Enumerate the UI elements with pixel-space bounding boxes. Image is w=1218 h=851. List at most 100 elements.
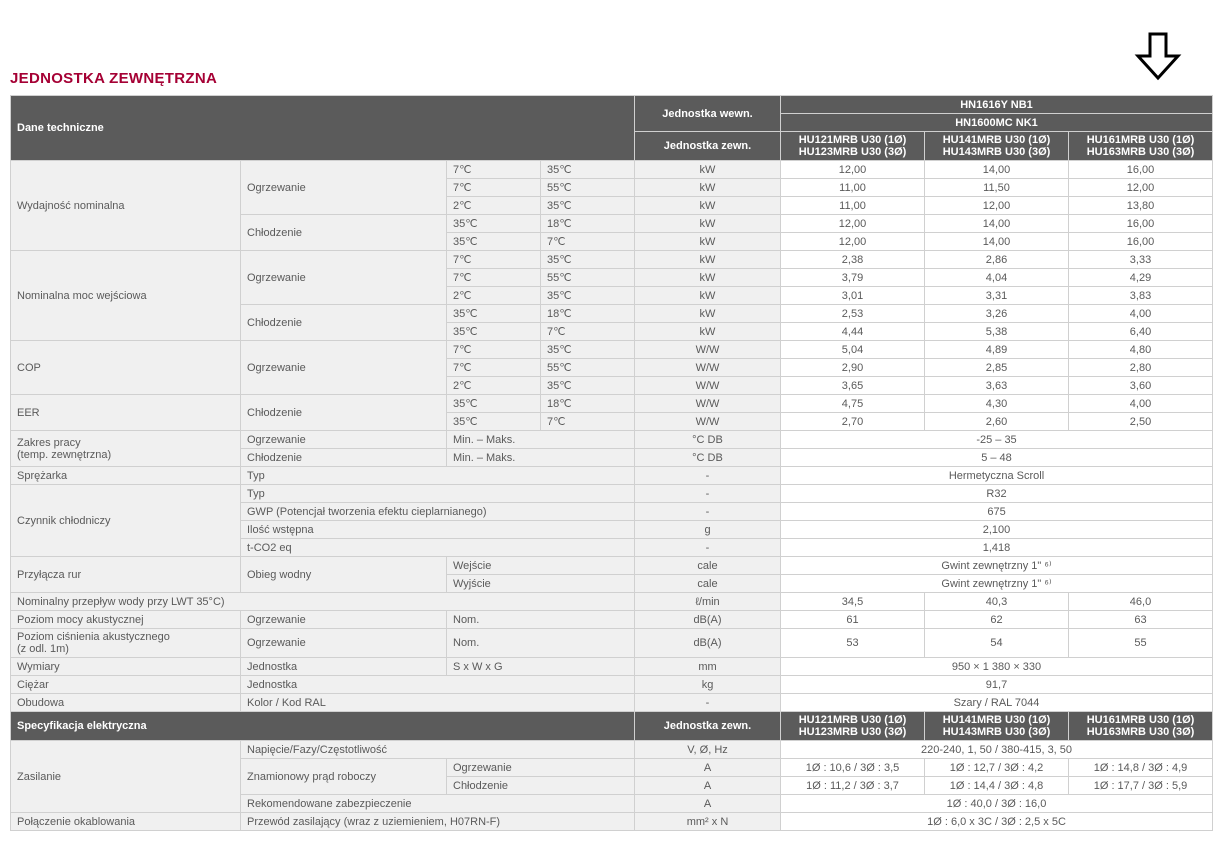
u: dB(A) (635, 611, 781, 629)
v: 53 (781, 629, 925, 658)
hdr-m1b2: HU123MRB U30 (3Ø) (799, 726, 907, 738)
v: 11,50 (925, 179, 1069, 197)
v: 4,80 (1069, 341, 1213, 359)
u: cale (635, 575, 781, 593)
hdr-m3b: HU163MRB U30 (3Ø) (1087, 146, 1195, 158)
lbl-wymiary: Wymiary (11, 658, 241, 676)
lbl-zakres: Zakres pracy(temp. zewnętrzna) (11, 431, 241, 467)
v: 46,0 (1069, 593, 1213, 611)
v: 63 (1069, 611, 1213, 629)
lbl-napiecie: Napięcie/Fazy/Częstotliwość (241, 741, 635, 759)
v: 5 – 48 (781, 449, 1213, 467)
u: kW (635, 269, 781, 287)
lbl-pca1: Poziom ciśnienia akustycznego (17, 631, 170, 643)
v: 3,01 (781, 287, 925, 305)
lbl-typ1: Typ (241, 467, 635, 485)
v: 1Ø : 17,7 / 3Ø : 5,9 (1069, 777, 1213, 795)
u: V, Ø, Hz (635, 741, 781, 759)
lbl-przewod: Przewód zasilający (wraz z uziemieniem, … (241, 813, 635, 831)
t: 35℃ (541, 341, 635, 359)
lbl-rekom: Rekomendowane zabezpieczenie (241, 795, 635, 813)
lbl-ogrz5: Ogrzewanie (241, 611, 447, 629)
u: W/W (635, 395, 781, 413)
hdr-m2-2: HU141MRB U30 (1Ø)HU143MRB U30 (3Ø) (925, 712, 1069, 741)
v: 5,38 (925, 323, 1069, 341)
v: 1Ø : 11,2 / 3Ø : 3,7 (781, 777, 925, 795)
u: W/W (635, 377, 781, 395)
lbl-eer: EER (11, 395, 241, 431)
hdr-m3a: HU161MRB U30 (1Ø) (1087, 134, 1195, 146)
lbl-nommoc: Nominalna moc wejściowa (11, 251, 241, 341)
arrow-down-icon (1130, 28, 1186, 84)
v: 5,04 (781, 341, 925, 359)
lbl-swg: S x W x G (447, 658, 635, 676)
u: dB(A) (635, 629, 781, 658)
v: 11,00 (781, 179, 925, 197)
v: 3,60 (1069, 377, 1213, 395)
v: 1Ø : 40,0 / 3Ø : 16,0 (781, 795, 1213, 813)
u: mm (635, 658, 781, 676)
lbl-nom1: Nom. (447, 611, 635, 629)
hdr-spec: Specyfikacja elektryczna (11, 712, 635, 741)
u: A (635, 777, 781, 795)
v: 2,53 (781, 305, 925, 323)
v: 2,90 (781, 359, 925, 377)
u: °C DB (635, 449, 781, 467)
u: kW (635, 233, 781, 251)
v: 54 (925, 629, 1069, 658)
v: Gwint zewnętrzny 1" ⁶⁾ (781, 575, 1213, 593)
lbl-jednostka2: Jednostka (241, 676, 635, 694)
hdr-m1a2: HU121MRB U30 (1Ø) (799, 714, 907, 726)
u: kg (635, 676, 781, 694)
v: 2,100 (781, 521, 1213, 539)
lbl-jednostka1: Jednostka (241, 658, 447, 676)
t: 35℃ (447, 233, 541, 251)
v: 12,00 (781, 233, 925, 251)
u: W/W (635, 341, 781, 359)
v: 3,26 (925, 305, 1069, 323)
v: 12,00 (1069, 179, 1213, 197)
hdr-m3-2: HU161MRB U30 (1Ø)HU163MRB U30 (3Ø) (1069, 712, 1213, 741)
t: 35℃ (447, 215, 541, 233)
t: 55℃ (541, 179, 635, 197)
v: 4,04 (925, 269, 1069, 287)
hdr-m1: HU121MRB U30 (1Ø)HU123MRB U30 (3Ø) (781, 132, 925, 161)
v: 4,00 (1069, 395, 1213, 413)
v: 16,00 (1069, 233, 1213, 251)
v: 1,418 (781, 539, 1213, 557)
hdr-m1a: HU121MRB U30 (1Ø) (799, 134, 907, 146)
v: 4,30 (925, 395, 1069, 413)
u: g (635, 521, 781, 539)
u: A (635, 759, 781, 777)
section-title: JEDNOSTKA ZEWNĘTRZNA (10, 70, 1208, 87)
t: 7℃ (447, 251, 541, 269)
hdr-top1: HN1616Y NB1 (781, 96, 1213, 114)
lbl-sprezarka: Sprężarka (11, 467, 241, 485)
v: 40,3 (925, 593, 1069, 611)
hdr-m2a: HU141MRB U30 (1Ø) (943, 134, 1051, 146)
lbl-zakres1: Zakres pracy (17, 437, 81, 449)
lbl-pca: Poziom ciśnienia akustycznego(z odl. 1m) (11, 629, 241, 658)
lbl-zakres2: (temp. zewnętrzna) (17, 449, 111, 461)
u: W/W (635, 413, 781, 431)
v: 62 (925, 611, 1069, 629)
u: °C DB (635, 431, 781, 449)
v: 1Ø : 12,7 / 3Ø : 4,2 (925, 759, 1069, 777)
v: 2,86 (925, 251, 1069, 269)
v: 3,31 (925, 287, 1069, 305)
u: cale (635, 557, 781, 575)
v: 3,65 (781, 377, 925, 395)
v: 2,85 (925, 359, 1069, 377)
lbl-minmax2: Min. – Maks. (447, 449, 635, 467)
v: 220-240, 1, 50 / 380-415, 3, 50 (781, 741, 1213, 759)
u: ℓ/min (635, 593, 781, 611)
hdr-jw: Jednostka wewn. (635, 96, 781, 132)
t: 2℃ (447, 287, 541, 305)
v: 4,44 (781, 323, 925, 341)
t: 35℃ (541, 251, 635, 269)
v: 91,7 (781, 676, 1213, 694)
v: 12,00 (925, 197, 1069, 215)
lbl-wej: Wejście (447, 557, 635, 575)
t: 35℃ (541, 197, 635, 215)
hdr-m2b: HU143MRB U30 (3Ø) (943, 146, 1051, 158)
